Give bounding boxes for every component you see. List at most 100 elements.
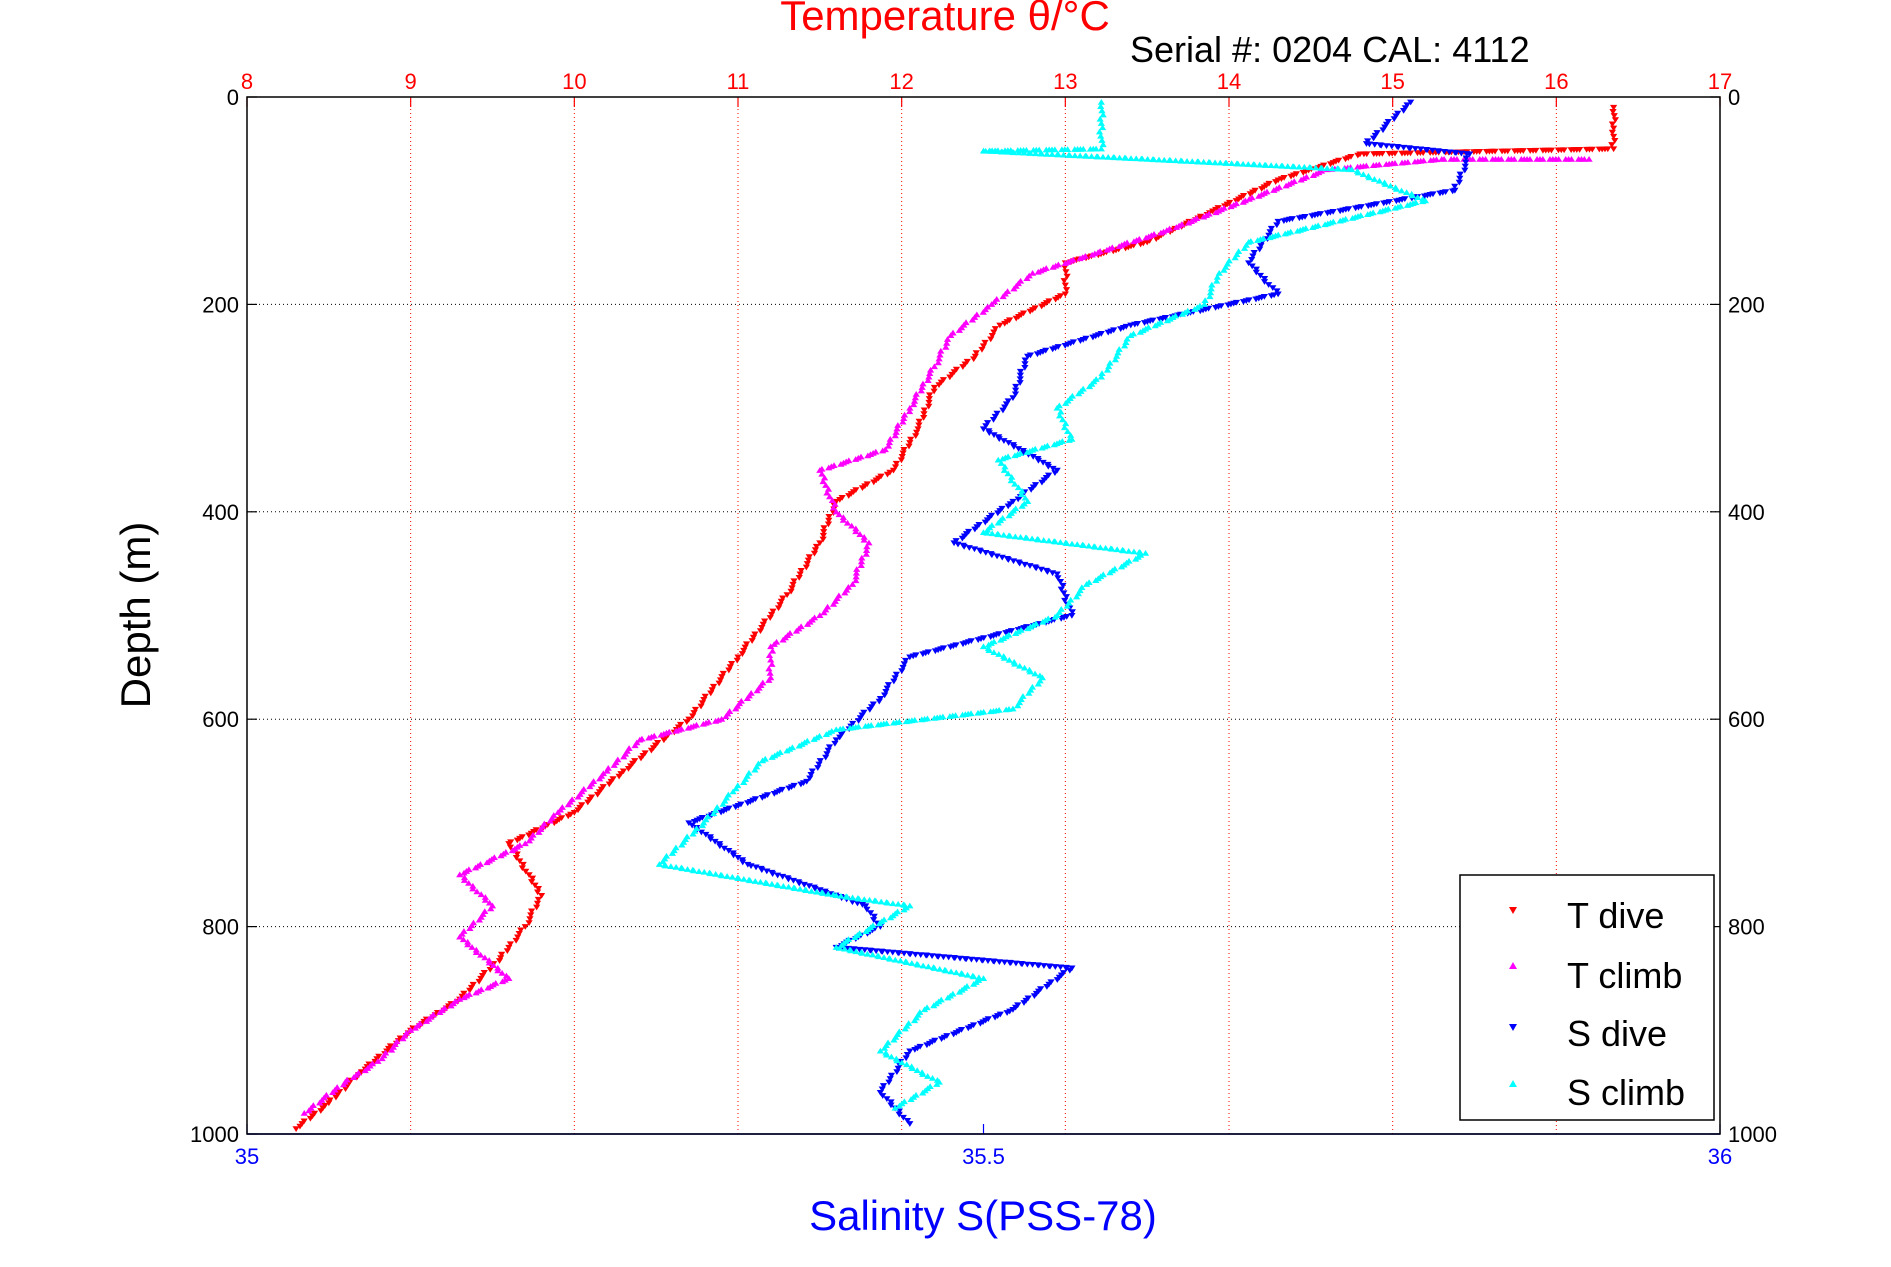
y-tick-label-left: 400: [202, 500, 239, 525]
point-t-climb: [1438, 155, 1446, 162]
point-s-climb: [908, 1065, 916, 1072]
point-t-dive: [912, 429, 921, 436]
point-s-dive: [807, 771, 815, 778]
point-t-climb: [1489, 155, 1497, 162]
point-s-climb: [1000, 531, 1008, 538]
point-s-climb: [689, 830, 697, 837]
point-s-dive: [716, 843, 724, 850]
point-s-dive: [1016, 376, 1024, 383]
point-s-dive: [816, 758, 824, 764]
point-t-climb: [1562, 155, 1570, 162]
point-s-dive: [1456, 175, 1464, 182]
point-s-climb: [683, 866, 692, 872]
point-t-climb: [610, 762, 618, 768]
point-s-climb: [901, 1025, 909, 1032]
point-s-dive: [1010, 444, 1018, 450]
point-s-dive: [732, 804, 740, 811]
point-s-climb: [837, 892, 845, 899]
point-t-dive: [1012, 315, 1020, 322]
point-t-climb: [350, 1074, 358, 1081]
point-s-climb: [876, 1047, 884, 1054]
point-t-climb: [911, 394, 919, 401]
point-t-dive: [526, 916, 534, 923]
point-s-dive: [1044, 463, 1052, 470]
point-s-climb: [848, 894, 857, 901]
point-t-dive: [1611, 117, 1620, 124]
point-s-dive: [1461, 167, 1469, 174]
point-s-dive: [1061, 597, 1069, 604]
point-s-dive: [1308, 213, 1316, 220]
point-s-climb: [1004, 470, 1012, 477]
point-t-dive: [725, 667, 733, 674]
point-t-climb: [300, 1110, 308, 1116]
point-t-climb: [554, 809, 562, 816]
point-s-climb: [672, 863, 680, 870]
point-s-climb: [1113, 546, 1121, 553]
point-s-climb: [1178, 310, 1186, 317]
point-t-dive: [498, 951, 506, 958]
point-t-dive: [1610, 104, 1618, 111]
y-tick-label-left: 0: [227, 85, 239, 110]
point-s-dive: [1212, 304, 1220, 311]
point-t-climb: [466, 925, 474, 932]
point-s-dive: [987, 634, 995, 640]
point-t-dive: [788, 585, 796, 592]
point-s-climb: [678, 865, 686, 872]
point-s-dive: [887, 1072, 896, 1079]
legend-label-s-dive: S dive: [1567, 1013, 1667, 1054]
point-t-climb: [1245, 195, 1253, 202]
point-s-climb: [1397, 187, 1406, 194]
point-s-climb: [1063, 602, 1071, 609]
point-t-climb: [472, 989, 480, 996]
point-s-dive: [1046, 963, 1054, 970]
point-s-climb: [756, 878, 765, 885]
point-s-climb: [1083, 581, 1091, 587]
point-t-climb: [1029, 270, 1037, 276]
point-s-climb: [1150, 156, 1158, 163]
point-s-dive: [1295, 215, 1303, 222]
point-s-dive: [1440, 149, 1448, 155]
point-s-climb: [1062, 420, 1070, 427]
point-s-dive: [973, 957, 981, 963]
point-t-climb: [853, 566, 861, 572]
top-tick-label: 11: [727, 69, 750, 94]
point-s-climb: [700, 868, 708, 875]
point-s-climb: [936, 965, 944, 972]
point-s-climb: [852, 948, 860, 955]
point-s-climb: [1127, 155, 1135, 161]
point-t-climb: [829, 504, 838, 511]
point-t-dive: [1026, 308, 1034, 315]
point-s-climb: [1309, 224, 1317, 230]
bottom-tick-label: 36: [1708, 1144, 1732, 1169]
point-s-climb: [1419, 198, 1427, 205]
point-s-climb: [1386, 182, 1395, 189]
point-t-climb: [937, 347, 945, 354]
point-s-climb: [1011, 533, 1019, 540]
point-t-climb: [936, 351, 944, 358]
point-s-dive: [1023, 961, 1031, 968]
point-s-climb: [1006, 532, 1014, 539]
point-t-dive: [870, 479, 878, 486]
point-t-dive: [990, 329, 998, 336]
point-s-dive: [688, 822, 696, 829]
point-s-climb: [1051, 538, 1059, 545]
point-t-dive: [660, 737, 668, 744]
point-s-climb: [891, 1104, 899, 1111]
point-t-dive: [528, 875, 537, 882]
point-s-dive: [711, 838, 719, 845]
point-t-climb: [910, 401, 918, 408]
point-s-climb: [862, 928, 870, 935]
point-s-climb: [728, 873, 736, 880]
point-t-dive: [325, 1100, 333, 1107]
point-s-dive: [855, 946, 864, 953]
point-t-climb: [684, 724, 692, 731]
point-t-climb: [329, 1089, 337, 1096]
point-s-dive: [906, 951, 914, 958]
point-t-dive: [534, 889, 542, 896]
y-tick-label-right: 1000: [1728, 1122, 1777, 1147]
point-t-climb: [829, 600, 838, 607]
point-t-climb: [848, 522, 856, 529]
point-t-climb: [917, 387, 925, 394]
y-tick-label-left: 200: [202, 292, 239, 317]
point-t-climb: [765, 677, 773, 683]
